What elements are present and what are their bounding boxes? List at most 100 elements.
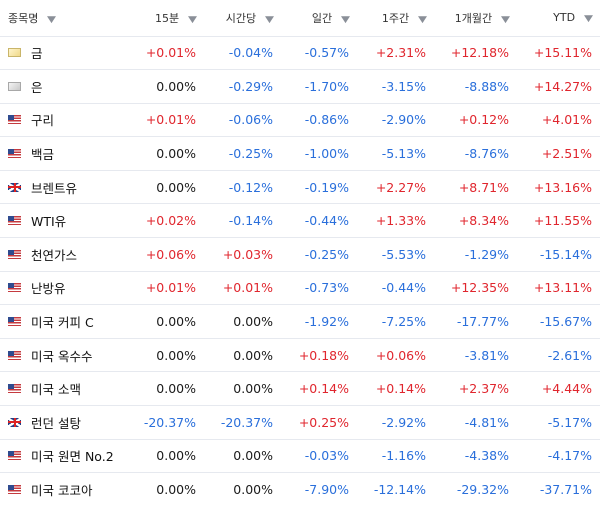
value-cell: 0.00% xyxy=(233,314,273,330)
value-cell: -0.12% xyxy=(228,179,273,195)
table-row[interactable]: 금 +0.01% -0.04% -0.57% +2.31% +12.18% +1… xyxy=(0,36,600,70)
commodity-name-link[interactable]: 브렌트유 xyxy=(31,180,78,196)
col-header-label: 15분 xyxy=(154,11,180,25)
value-cell: +0.02% xyxy=(145,213,196,229)
table-row[interactable]: 구리 +0.01% -0.06% -0.86% -2.90% +0.12% +4… xyxy=(0,103,600,137)
value-cell: -0.19% xyxy=(304,179,349,195)
value-cell: -2.92% xyxy=(381,414,426,430)
name-cell: 백금 xyxy=(0,137,130,171)
table-row[interactable]: 미국 원면 No.2 0.00% 0.00% -0.03% -1.16% -4.… xyxy=(0,439,600,473)
name-cell: 미국 소맥 xyxy=(0,372,130,406)
value-cell: -0.86% xyxy=(304,112,349,128)
value-cell: -12.14% xyxy=(373,482,426,498)
col-header-monthly[interactable]: 1개월간 ▼ xyxy=(434,0,517,36)
col-header-15min[interactable]: 15분 ▼ xyxy=(130,0,204,36)
value-cell: -0.04% xyxy=(228,45,273,61)
us-flag-icon xyxy=(8,249,21,259)
table-row[interactable]: 백금 0.00% -0.25% -1.00% -5.13% -8.76% +2.… xyxy=(0,136,600,171)
commodity-name-link[interactable]: WTI유 xyxy=(31,214,67,230)
col-header-hourly[interactable]: 시간당 ▼ xyxy=(204,0,281,36)
value-cell: -1.70% xyxy=(304,78,349,94)
value-cell: -0.29% xyxy=(228,78,273,94)
value-cell: -3.15% xyxy=(381,78,426,94)
col-header-label: YTD xyxy=(553,11,576,25)
value-cell: -0.44% xyxy=(304,213,349,229)
name-cell: 브렌트유 xyxy=(0,170,130,204)
value-cell: -2.90% xyxy=(381,112,426,128)
col-header-label: 종목명 xyxy=(8,11,39,25)
value-cell: +0.01% xyxy=(222,280,273,296)
value-cell: +0.18% xyxy=(298,347,349,363)
table-row[interactable]: 브렌트유 0.00% -0.12% -0.19% +2.27% +8.71% +… xyxy=(0,170,600,204)
value-cell: -15.67% xyxy=(539,314,592,330)
commodity-name-link[interactable]: 미국 원면 No.2 xyxy=(31,449,114,465)
commodity-name-link[interactable]: 미국 옥수수 xyxy=(31,348,93,364)
value-cell: -20.37% xyxy=(220,414,273,430)
table-row[interactable]: 천연가스 +0.06% +0.03% -0.25% -5.53% -1.29% … xyxy=(0,237,600,272)
value-cell: 0.00% xyxy=(156,179,196,195)
value-cell: -0.44% xyxy=(381,280,426,296)
table-row[interactable]: 난방유 +0.01% +0.01% -0.73% -0.44% +12.35% … xyxy=(0,271,600,305)
value-cell: +0.06% xyxy=(145,246,196,262)
col-header-ytd[interactable]: YTD ▼ xyxy=(517,0,600,36)
sort-arrow-icon[interactable]: ▼ xyxy=(188,14,198,25)
value-cell: 0.00% xyxy=(233,448,273,464)
value-cell: -3.81% xyxy=(464,347,509,363)
us-flag-icon xyxy=(8,283,21,293)
commodity-name-link[interactable]: 런던 설탕 xyxy=(31,415,81,431)
value-cell: +15.11% xyxy=(533,45,592,61)
value-cell: 0.00% xyxy=(156,448,196,464)
value-cell: +0.14% xyxy=(375,381,426,397)
table-row[interactable]: 미국 소맥 0.00% 0.00% +0.14% +0.14% +2.37% +… xyxy=(0,371,600,406)
us-flag-icon xyxy=(8,115,21,125)
name-cell: 구리 xyxy=(0,103,130,137)
sort-arrow-icon[interactable]: ▼ xyxy=(501,14,511,25)
name-cell: 미국 코코아 xyxy=(0,473,130,507)
value-cell: +0.01% xyxy=(145,45,196,61)
table-row[interactable]: 미국 커피 C 0.00% 0.00% -1.92% -7.25% -17.77… xyxy=(0,304,600,339)
commodity-name-link[interactable]: 구리 xyxy=(31,113,55,129)
col-header-label: 1개월간 xyxy=(454,11,493,25)
sort-arrow-icon[interactable]: ▼ xyxy=(341,14,351,25)
commodity-name-link[interactable]: 미국 소맥 xyxy=(31,382,81,398)
us-flag-icon xyxy=(8,350,21,360)
table-row[interactable]: WTI유 +0.02% -0.14% -0.44% +1.33% +8.34% … xyxy=(0,203,600,238)
us-flag-icon xyxy=(8,149,21,159)
col-header-daily[interactable]: 일간 ▼ xyxy=(281,0,357,36)
sort-arrow-icon[interactable]: ▼ xyxy=(584,14,594,25)
table-row[interactable]: 은 0.00% -0.29% -1.70% -3.15% -8.88% +14.… xyxy=(0,69,600,104)
commodity-name-link[interactable]: 백금 xyxy=(31,147,55,163)
value-cell: +2.37% xyxy=(458,381,509,397)
table-row[interactable]: 미국 코코아 0.00% 0.00% -7.90% -12.14% -29.32… xyxy=(0,472,600,507)
value-cell: +2.31% xyxy=(375,45,426,61)
value-cell: +2.51% xyxy=(541,146,592,162)
value-cell: -4.17% xyxy=(547,448,592,464)
commodity-name-link[interactable]: 금 xyxy=(31,46,43,62)
value-cell: -1.92% xyxy=(304,314,349,330)
us-flag-icon xyxy=(8,485,21,495)
name-cell: 난방유 xyxy=(0,271,130,305)
commodity-name-link[interactable]: 미국 코코아 xyxy=(31,483,93,499)
col-header-name[interactable]: 종목명 ▼ xyxy=(0,0,130,36)
table-row[interactable]: 미국 옥수수 0.00% 0.00% +0.18% +0.06% -3.81% … xyxy=(0,338,600,372)
sort-arrow-icon[interactable]: ▼ xyxy=(265,14,275,25)
name-cell: 미국 커피 C xyxy=(0,305,130,339)
commodity-name-link[interactable]: 천연가스 xyxy=(31,247,78,263)
col-header-label: 일간 xyxy=(311,11,333,25)
name-cell: 은 xyxy=(0,70,130,104)
value-cell: -4.38% xyxy=(464,448,509,464)
commodity-name-link[interactable]: 미국 커피 C xyxy=(31,315,94,331)
sort-arrow-icon[interactable]: ▼ xyxy=(418,14,428,25)
commodity-name-link[interactable]: 은 xyxy=(31,79,43,95)
commodity-name-link[interactable]: 난방유 xyxy=(31,281,66,297)
value-cell: +0.03% xyxy=(222,246,273,262)
table-row[interactable]: 런던 설탕 -20.37% -20.37% +0.25% -2.92% -4.8… xyxy=(0,405,600,440)
sort-arrow-icon[interactable]: ▼ xyxy=(47,14,57,25)
value-cell: -8.88% xyxy=(464,78,509,94)
value-cell: -0.25% xyxy=(304,246,349,262)
col-header-weekly[interactable]: 1주간 ▼ xyxy=(357,0,434,36)
value-cell: +4.44% xyxy=(541,381,592,397)
value-cell: +13.11% xyxy=(533,280,592,296)
value-cell: -8.76% xyxy=(464,146,509,162)
